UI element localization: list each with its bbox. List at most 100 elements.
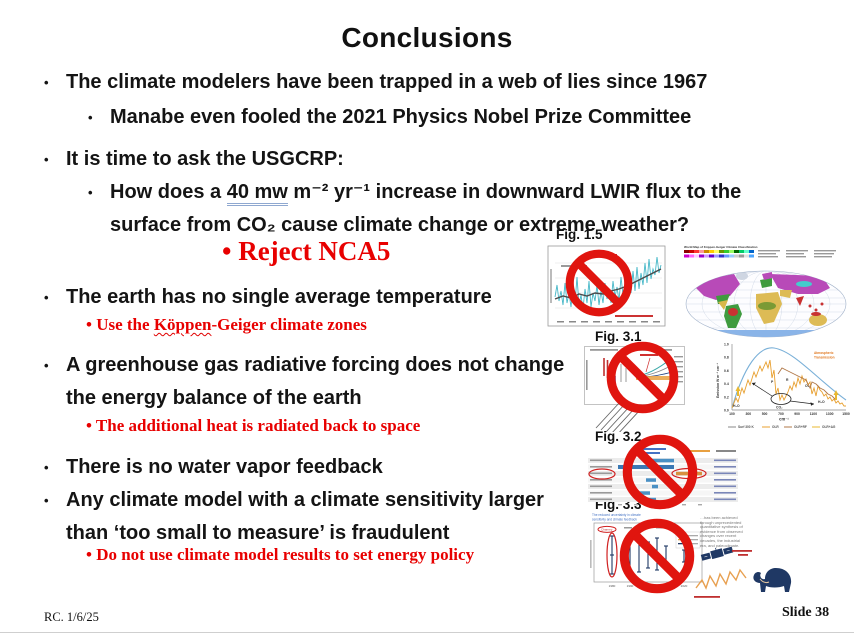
header-marks xyxy=(632,448,736,454)
svg-text:1.0: 1.0 xyxy=(724,343,729,347)
caption: The reduced uncertainty in climate sensi… xyxy=(592,513,641,521)
legend-marks xyxy=(674,356,683,383)
bullet-text: The earth has no single average temperat… xyxy=(66,286,492,308)
y-ticks: 1.0 0.8 0.6 0.4 0.2 0.0 xyxy=(724,343,729,413)
bullet-dot: • xyxy=(44,75,49,90)
svg-text:Atmospheric: Atmospheric xyxy=(814,351,834,355)
row-label-marks xyxy=(590,459,612,501)
fig-3-2-forcing-chart xyxy=(588,448,738,506)
svg-text:OLR: OLR xyxy=(772,425,779,429)
svg-text:1980: 1980 xyxy=(609,584,616,588)
bullet-climate-modelers: • The climate modelers have been trapped… xyxy=(44,66,854,99)
bullet-dot: • xyxy=(44,152,49,167)
reject-nca5-callout: • Reject NCA5 xyxy=(222,236,391,266)
red-annotation-mark xyxy=(640,354,658,356)
svg-text:H₂O: H₂O xyxy=(733,404,740,408)
footer-author-date: RC. 1/6/25 xyxy=(44,610,99,624)
bullet-text: Any climate model with a climate sensiti… xyxy=(66,489,544,544)
up-arrows xyxy=(735,386,839,400)
svg-text:300: 300 xyxy=(745,412,751,416)
molecule-labels: H₂O CO₂ O₃ H₂O P R xyxy=(733,378,825,410)
bullet-climate-sensitivity: • Any climate model with a climate sensi… xyxy=(44,484,586,550)
fig-1-5-temperature-chart xyxy=(547,245,666,327)
y-axis-label: Emission W m⁻² cm⁻¹ xyxy=(716,362,720,398)
transmission-annotation: Atmospheric Transmission xyxy=(814,351,835,359)
red-subbullet-heat-to-space: • The additional heat is radiated back t… xyxy=(86,416,421,435)
bullet-usgcrp: • It is time to ask the USGCRP: xyxy=(44,143,854,176)
bullet-water-vapor: • There is no water vapor feedback xyxy=(44,451,854,484)
svg-text:900: 900 xyxy=(794,412,800,416)
annotation-arrows xyxy=(751,382,815,406)
red-subbullet-energy-policy: • Do not use climate model results to se… xyxy=(86,545,475,564)
footer-slide-number: Slide 38 xyxy=(782,605,830,620)
svg-text:2000: 2000 xyxy=(645,584,652,588)
co2-ellipse-annotation xyxy=(770,393,792,405)
x-ticks: 1980 1990 2000 2010 2020 xyxy=(609,584,688,588)
bullet-text: The climate modelers have been trapped i… xyxy=(66,71,708,93)
bullet-dot: • xyxy=(88,185,93,200)
x-axis-label: cm⁻¹ xyxy=(779,417,789,422)
r1-pre: • Use the xyxy=(86,315,154,334)
bullet-no-average-temperature: • The earth has no single average temper… xyxy=(44,281,854,314)
bullet-dot: • xyxy=(88,110,93,125)
svg-text:700: 700 xyxy=(778,412,784,416)
subbullet-manabe: • Manabe even fooled the 2021 Physics No… xyxy=(88,101,810,134)
continents xyxy=(696,272,832,337)
svg-text:Surf 300 K: Surf 300 K xyxy=(738,425,754,429)
hatch-lines xyxy=(595,401,641,432)
blackbody-curve xyxy=(731,347,847,409)
bullet-radiative-forcing: • A greenhouse gas radiative forcing doe… xyxy=(44,349,586,415)
bottom-divider xyxy=(0,632,854,633)
r1-koppen-spellcheck: Köppen xyxy=(153,315,212,334)
svg-text:1300: 1300 xyxy=(826,412,834,416)
satellite-icon xyxy=(700,546,734,561)
svg-text:CO₂: CO₂ xyxy=(776,406,783,410)
svg-text:1500: 1500 xyxy=(842,412,850,416)
axis-marks xyxy=(618,504,702,506)
bullet-dot: • xyxy=(44,493,49,508)
svg-text:P: P xyxy=(771,380,774,384)
olr-rf-spectrum xyxy=(777,367,837,401)
svg-text:Transmission: Transmission xyxy=(814,355,835,359)
satellite-mammoth-cartoon xyxy=(694,546,792,598)
svg-text:0.6: 0.6 xyxy=(724,369,729,373)
fig-3-3-sensitivity-chart: The reduced uncertainty in climate sensi… xyxy=(590,513,703,588)
map-title: World Map of Köppen-Geiger Climate Class… xyxy=(684,245,758,249)
svg-text:The reduced uncertainty in cli: The reduced uncertainty in climate xyxy=(592,513,641,517)
x-ticks: 100 300 500 700 900 1100 1300 1500 xyxy=(729,412,850,416)
svg-text:100: 100 xyxy=(729,412,735,416)
svg-text:O₃: O₃ xyxy=(805,384,810,388)
svg-text:0.4: 0.4 xyxy=(724,382,729,386)
svg-text:0.0: 0.0 xyxy=(724,409,729,413)
svg-text:R: R xyxy=(786,378,789,382)
bullet-text: A greenhouse gas radiative forcing does … xyxy=(66,354,565,409)
red-ellipse-charney-bar xyxy=(606,532,618,578)
bullet-dot: • xyxy=(44,460,49,475)
spectral-emission-chart: 1.0 0.8 0.6 0.4 0.2 0.0 Emission W m⁻² c… xyxy=(716,343,850,430)
fig-3-1-chart xyxy=(584,346,685,432)
svg-text:500: 500 xyxy=(762,412,768,416)
q-40mw-underlined: 40 mw xyxy=(226,181,288,206)
fig-3-1-label: Fig. 3.1 xyxy=(595,329,642,344)
subbullet-lwir-question: • How does a 40 mw m⁻² yr⁻¹ increase in … xyxy=(88,176,810,242)
co2-squiggle-line xyxy=(695,568,747,590)
spectrum-legend: Surf 300 K OLR OLR+RF OLR+ΔG xyxy=(728,425,836,429)
svg-text:2010: 2010 xyxy=(663,584,670,588)
x-tick-marks xyxy=(557,321,660,323)
bullet-text: It is time to ask the USGCRP: xyxy=(66,148,344,170)
svg-text:H₂O: H₂O xyxy=(818,400,825,404)
bullet-text: There is no water vapor feedback xyxy=(66,456,383,478)
red-subbullet-koppen: • Use the Köppen-Geiger climate zones xyxy=(86,315,367,335)
svg-text:0.2: 0.2 xyxy=(724,395,729,399)
svg-text:1990: 1990 xyxy=(627,584,634,588)
svg-text:1100: 1100 xyxy=(810,412,817,416)
koppen-geiger-world-map: World Map of Köppen-Geiger Climate Class… xyxy=(684,245,847,338)
q-part3: m⁻² yr⁻¹ increase in downward LWIR flux … xyxy=(110,181,742,236)
r1-post: -Geiger climate zones xyxy=(211,315,367,334)
bullet-dot: • xyxy=(44,358,49,373)
mammoth-icon xyxy=(753,568,792,592)
olr-spectrum xyxy=(731,359,846,409)
svg-text:0.8: 0.8 xyxy=(724,356,729,360)
fig-1-5-label: Fig. 1.5 xyxy=(556,227,603,242)
